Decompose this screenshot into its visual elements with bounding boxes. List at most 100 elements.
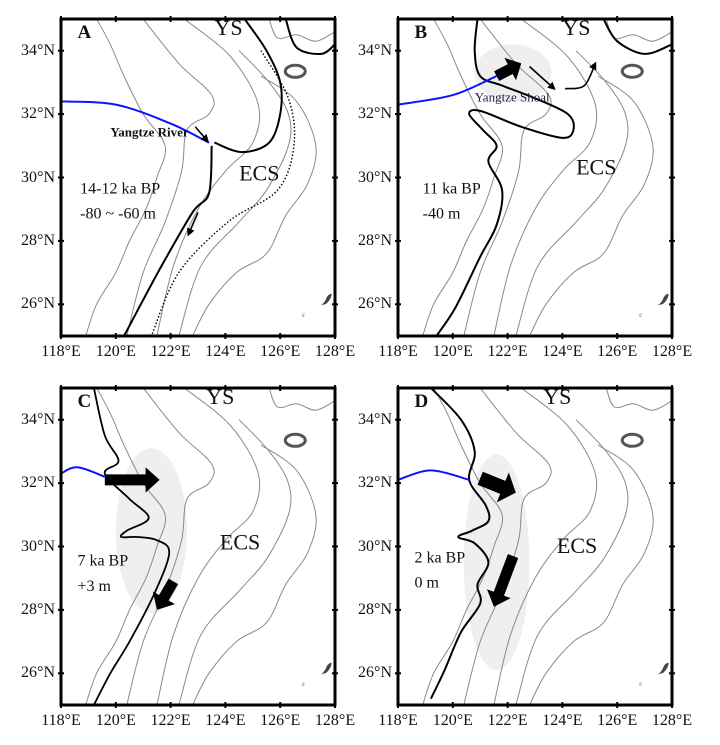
- lon-tick-label: 122°E: [487, 712, 528, 729]
- lat-tick-label: 34°N: [21, 410, 55, 428]
- map-panel-c: ε C YS ECS 7 ka BP +3 m 26°N 28°N 30°N 32°N 34°N 11…: [21, 384, 355, 729]
- lon-tick-label: 122°E: [150, 343, 191, 360]
- lon-tick-label: 128°E: [314, 343, 356, 360]
- island-okinawa: [657, 293, 669, 306]
- yangtze-river-channel: [61, 100, 210, 144]
- map-svg: ε B YS ECS 11 ka BP -40 m Yangtze Shoal: [395, 15, 675, 339]
- age-label: 11 ka BP: [423, 180, 481, 197]
- bathymetry-contour: [463, 388, 552, 705]
- island-okinawa: [657, 662, 669, 675]
- yangtze-river-channel: [398, 469, 470, 481]
- bathymetry-contour: [463, 19, 552, 336]
- sediment-flux-arrow: [494, 57, 522, 81]
- panel-label: D: [414, 391, 428, 412]
- lat-tick-label: 34°N: [358, 41, 392, 59]
- map-panel-a: ε A YS ECS 14-12 ka BP -80 ~ -60 m Yangtze Riv…: [21, 15, 355, 360]
- lon-tick-label: 124°E: [205, 712, 246, 729]
- bathymetry-contour: [268, 19, 335, 42]
- lon-tick-label: 126°E: [260, 712, 301, 729]
- lon-tick-label: 124°E: [205, 343, 246, 360]
- sediment-flux-arrow: [152, 578, 179, 610]
- bathymetry-contour: [192, 444, 317, 705]
- bathymetry-contour: [85, 19, 167, 336]
- lon-tick-label: 122°E: [487, 343, 528, 360]
- map-svg: ε A YS ECS 14-12 ka BP -80 ~ -60 m Yangtze Riv…: [58, 15, 338, 339]
- lon-tick-label: 128°E: [651, 343, 693, 360]
- lon-tick-label: 118°E: [41, 343, 81, 360]
- paleo-shoreline: [435, 19, 575, 336]
- bathymetry-contour: [605, 19, 672, 42]
- lat-tick-label: 32°N: [358, 105, 392, 123]
- sea-level-label: +3 m: [77, 578, 111, 595]
- sediment-flux-arrow: [487, 554, 519, 607]
- age-label: 2 ka BP: [414, 549, 465, 566]
- lat-tick-label: 28°N: [358, 600, 392, 618]
- lon-tick-label: 124°E: [542, 343, 583, 360]
- panel-label: B: [414, 22, 427, 43]
- bathymetry-contour: [192, 75, 317, 336]
- yellow-sea-label: YS: [543, 384, 571, 409]
- paleo-shoreline: [93, 388, 171, 705]
- lat-tick-label: 26°N: [21, 664, 55, 682]
- lat-tick-label: 28°N: [21, 231, 55, 249]
- bathymetry-contour: [493, 388, 598, 705]
- lat-tick-label: 30°N: [21, 537, 55, 555]
- map-svg: ε C YS ECS 7 ka BP +3 m: [58, 384, 338, 708]
- yellow-sea-label: YS: [214, 15, 242, 40]
- yangtze-river-channel: [398, 75, 497, 106]
- paleo-shoreline: [429, 388, 491, 700]
- east-china-sea-label: ECS: [220, 530, 260, 555]
- paleo-shoreline: [123, 145, 213, 336]
- map-content: ε: [398, 19, 672, 336]
- yangtze-river-channel: [61, 466, 106, 478]
- sediment-flux-arrow: [104, 467, 160, 493]
- yellow-sea-label: YS: [562, 15, 590, 40]
- lon-tick-label: 126°E: [260, 343, 301, 360]
- yellow-sea-label: YS: [206, 384, 234, 409]
- lon-tick-label: 124°E: [542, 712, 583, 729]
- bathymetry-contour: [268, 388, 335, 411]
- map-panel-b: ε B YS ECS 11 ka BP -40 m Yangtze Shoal 26°N 28°…: [358, 15, 692, 360]
- bathymetry-contour: [126, 19, 215, 336]
- lon-tick-label: 120°E: [95, 712, 136, 729]
- map-content: ε: [61, 388, 335, 705]
- bathymetry-contour: [529, 75, 654, 336]
- bathymetry-contour: [422, 388, 504, 705]
- lat-tick-label: 26°N: [358, 295, 392, 313]
- east-china-sea-label: ECS: [239, 161, 279, 186]
- flow-arrow: [564, 61, 597, 90]
- paleo-shoreline: [284, 19, 335, 56]
- lon-tick-label: 126°E: [597, 343, 638, 360]
- sea-level-label: 0 m: [414, 575, 439, 592]
- lon-tick-label: 118°E: [378, 343, 418, 360]
- lat-tick-label: 34°N: [358, 410, 392, 428]
- map-panel-d: ε D YS ECS 2 ka BP 0 m 26°N 28°N 30°N 32°N 34°N 118…: [358, 384, 692, 729]
- lon-tick-label: 120°E: [432, 712, 473, 729]
- sea-level-label: -40 m: [423, 206, 461, 223]
- small-island-mark: ε: [302, 680, 305, 688]
- sediment-plume-shade: [463, 454, 530, 671]
- east-china-sea-label: ECS: [576, 154, 616, 179]
- bathymetry-contour: [178, 419, 292, 705]
- lat-tick-label: 26°N: [358, 664, 392, 682]
- sediment-flux-arrow: [477, 471, 516, 503]
- bathymetry-contour: [156, 388, 261, 705]
- east-china-sea-label: ECS: [557, 533, 597, 558]
- bathymetry-contour: [529, 444, 654, 705]
- jeju-island: [283, 63, 307, 79]
- bathymetry-contour: [422, 19, 504, 336]
- panel-label: C: [77, 391, 91, 412]
- map-content: ε: [398, 388, 672, 705]
- map-content: ε: [61, 19, 335, 336]
- island-okinawa: [320, 662, 332, 675]
- bathymetry-contour: [126, 388, 215, 705]
- lon-tick-label: 128°E: [651, 712, 693, 729]
- lat-tick-label: 28°N: [21, 600, 55, 618]
- age-label: 7 ka BP: [77, 553, 128, 570]
- sea-level-label: -80 ~ -60 m: [80, 206, 156, 223]
- jeju-island: [620, 432, 644, 448]
- feature-annotation: Yangtze Shoal: [475, 89, 550, 104]
- bathymetry-contour: [515, 419, 629, 705]
- lat-tick-label: 34°N: [21, 41, 55, 59]
- small-island-mark: ε: [639, 311, 642, 319]
